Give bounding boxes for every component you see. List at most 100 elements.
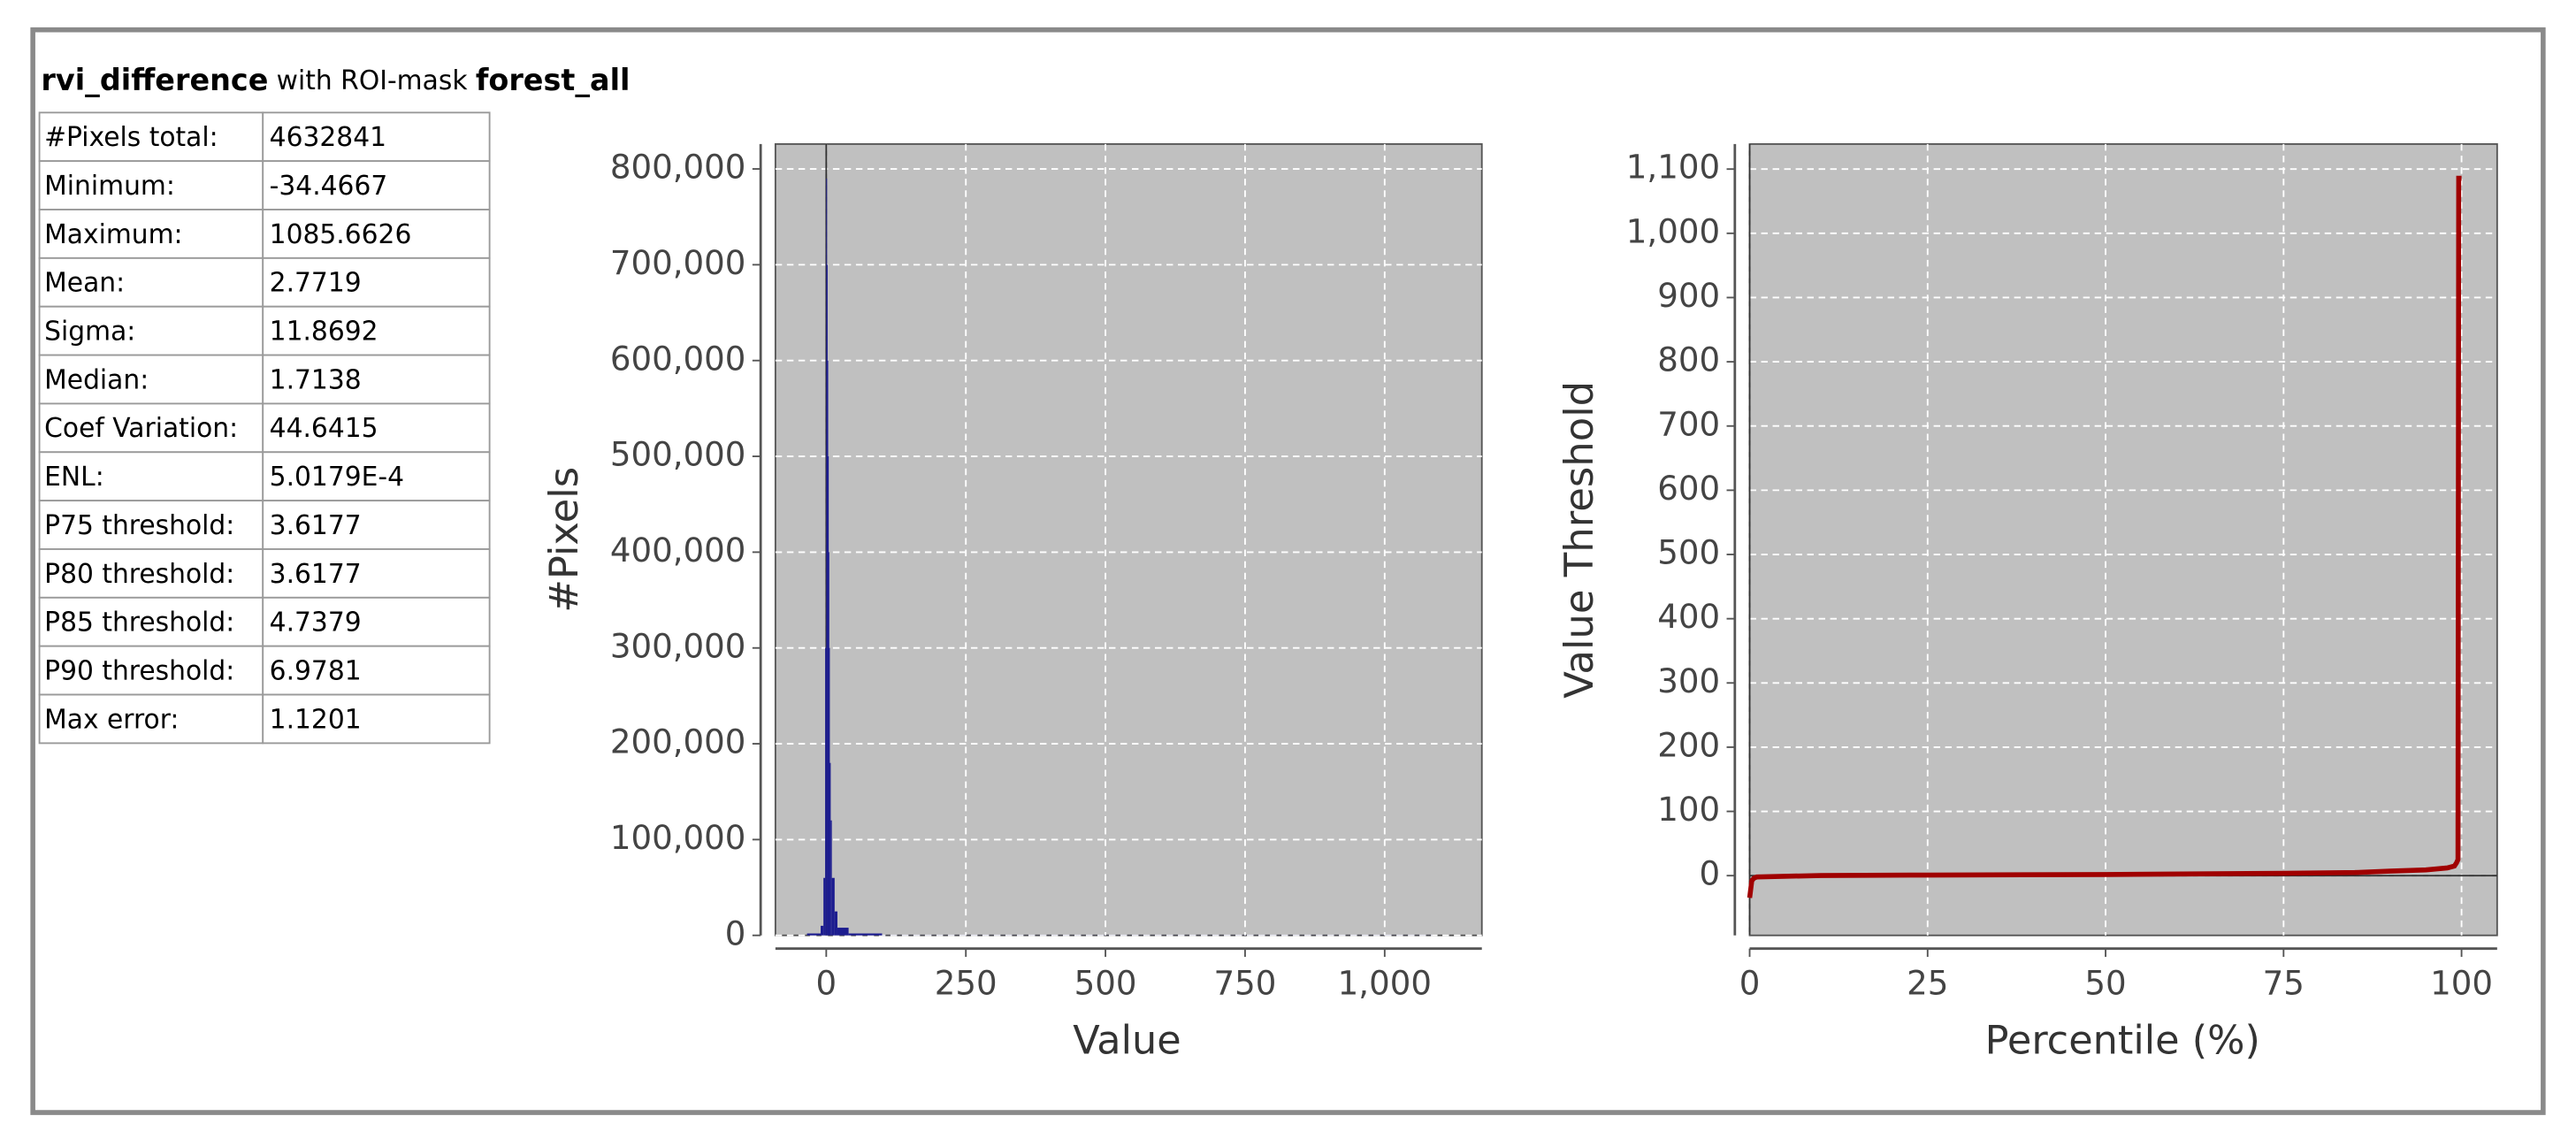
- histogram-bar: [823, 877, 826, 936]
- y-tick-label: 300,000: [610, 626, 746, 665]
- x-tick-label: 250: [935, 963, 998, 1002]
- y-tick-label: 700: [1657, 404, 1720, 443]
- y-tick-label: 300: [1657, 661, 1720, 700]
- histogram-bar: [821, 925, 824, 936]
- y-tick-label: 1,000: [1626, 211, 1720, 250]
- histogram-bar: [831, 877, 835, 936]
- y-tick-label: 500,000: [610, 434, 746, 473]
- y-tick-label: 100,000: [610, 818, 746, 857]
- stat-value: 5.0179E-4: [270, 462, 404, 493]
- y-tick-label: 500: [1657, 532, 1720, 571]
- y-axis-label: Value Threshold: [1556, 381, 1602, 699]
- table-cell: [262, 451, 491, 502]
- x-tick-label: 100: [2430, 963, 2493, 1002]
- stat-value: 3.6177: [270, 559, 362, 590]
- table-cell: [38, 548, 264, 599]
- charts: 0 100,000 200,000 300,000 400,000 500,000 600,…: [540, 142, 2498, 1064]
- table-cell: [38, 451, 264, 502]
- table-cell: [38, 305, 264, 356]
- y-tick-label: 800,000: [610, 147, 746, 186]
- y-tick-label: 400: [1657, 597, 1720, 636]
- y-tick-label: 600: [1657, 469, 1720, 508]
- table-cell: [38, 500, 264, 550]
- stat-value: 1.7138: [270, 364, 362, 395]
- stat-value: -34.4667: [270, 171, 388, 202]
- histogram-bar: [829, 762, 831, 936]
- stat-value: 6.9781: [270, 655, 362, 686]
- y-tick-label: 400,000: [610, 531, 746, 570]
- x-tick-label: 750: [1214, 963, 1277, 1002]
- y-tick-label: 0: [725, 913, 746, 952]
- stat-label: Median:: [44, 364, 149, 395]
- x-tick-label: 75: [2263, 963, 2305, 1002]
- stat-value: 1.1201: [270, 704, 362, 735]
- stat-label: Maximum:: [44, 219, 182, 250]
- stat-label: ENL:: [44, 462, 104, 493]
- y-tick-label: 800: [1657, 340, 1720, 379]
- header: rvi_difference with ROI-mask forest_all: [41, 62, 630, 96]
- plot-area: [774, 142, 1483, 936]
- x-tick-label: 0: [816, 963, 837, 1002]
- stat-label: Mean:: [44, 268, 125, 299]
- histogram-bar: [848, 933, 883, 936]
- y-tick-label: 700,000: [610, 243, 746, 282]
- stat-value: 1085.6626: [270, 219, 412, 250]
- band-name: rvi_difference: [41, 62, 268, 96]
- x-tick-label: 0: [1739, 963, 1761, 1002]
- histogram-bar: [830, 820, 832, 936]
- y-tick-label: 900: [1657, 276, 1720, 315]
- stat-value: 44.6415: [270, 413, 378, 444]
- histogram-bar: [826, 178, 828, 936]
- mask-name: forest_all: [476, 62, 631, 96]
- table-cell: [38, 209, 264, 259]
- table-cell: [38, 596, 264, 647]
- table-cell: [262, 500, 491, 550]
- stat-label: P85 threshold:: [44, 608, 234, 638]
- plot-area: [1748, 142, 2498, 936]
- table-cell: [38, 354, 264, 405]
- table-cell: [38, 256, 264, 308]
- table-cell: [262, 305, 491, 356]
- y-tick-label: 200,000: [610, 722, 746, 761]
- x-tick-label: 500: [1074, 963, 1137, 1002]
- stat-value: 2.7719: [270, 268, 362, 299]
- x-tick-label: 25: [1907, 963, 1948, 1002]
- x-axis-label: Value: [1073, 1016, 1181, 1063]
- stat-value: 3.6177: [270, 510, 362, 541]
- stat-value: 4632841: [270, 122, 386, 153]
- table-cell: [38, 402, 264, 454]
- table-cell: [38, 111, 264, 163]
- x-tick-label: 50: [2084, 963, 2126, 1002]
- x-axis-label: Percentile (%): [1985, 1016, 2260, 1063]
- histogram-bar: [806, 933, 822, 936]
- stat-label: P80 threshold:: [44, 559, 234, 590]
- histogram-bar: [826, 264, 828, 936]
- stat-label: Max error:: [44, 704, 179, 735]
- stat-label: #Pixels total:: [44, 122, 218, 153]
- percentile-line: [1747, 175, 2462, 898]
- histogram-bar: [827, 360, 829, 936]
- stat-label: Coef Variation:: [44, 413, 238, 444]
- stat-value: 4.7379: [270, 608, 362, 638]
- table-cell: [262, 548, 491, 599]
- y-tick-label: 100: [1657, 790, 1720, 829]
- y-axis-label: #Pixels: [540, 467, 587, 613]
- table-cell: [262, 596, 491, 647]
- y-tick-label: 200: [1657, 725, 1720, 764]
- histogram-bar: [828, 456, 829, 936]
- y-tick-label: 0: [1699, 854, 1720, 893]
- stat-label: P75 threshold:: [44, 510, 234, 541]
- histogram-bar: [837, 928, 849, 936]
- table-cell: [262, 693, 491, 745]
- histogram-bar: [834, 911, 837, 936]
- stat-label: Sigma:: [44, 316, 135, 347]
- stat-label: P90 threshold:: [44, 655, 234, 686]
- stats-table: #Pixels total: 4632841 Minimum: -34.4667 Max…: [38, 111, 491, 745]
- y-tick-label: 1,100: [1626, 148, 1720, 187]
- connector: with ROI-mask: [277, 65, 469, 96]
- x-tick-label: 1,000: [1338, 963, 1432, 1002]
- table-cell: [262, 111, 491, 163]
- stat-label: Minimum:: [44, 171, 175, 202]
